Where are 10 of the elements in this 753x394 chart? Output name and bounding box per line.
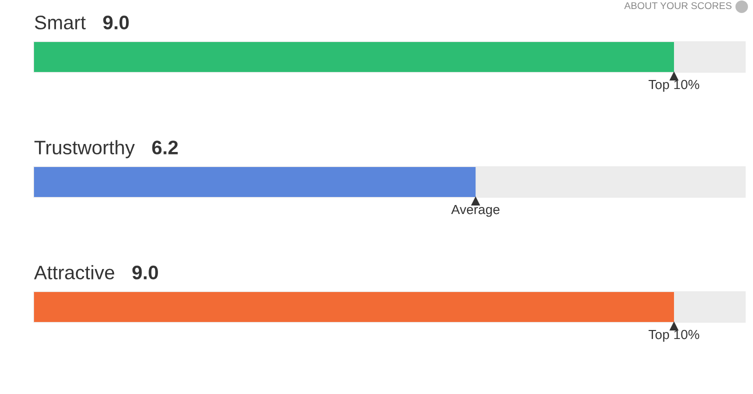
annotation: 9.0: [132, 266, 158, 280]
annotation: 6.2: [152, 140, 178, 154]
annotation: Average: [451, 204, 500, 217]
annotation: Top 10%: [648, 80, 700, 92]
annotation: 9.0: [103, 16, 129, 30]
annotation: Top 10%: [648, 330, 700, 342]
y-tick-label: Trustworthy: [34, 140, 135, 158]
y-tick-label: Smart: [34, 16, 86, 30]
y-tick-label: Attractive: [34, 265, 114, 280]
text: ABOUT YOUR SCORES: [624, 2, 732, 10]
